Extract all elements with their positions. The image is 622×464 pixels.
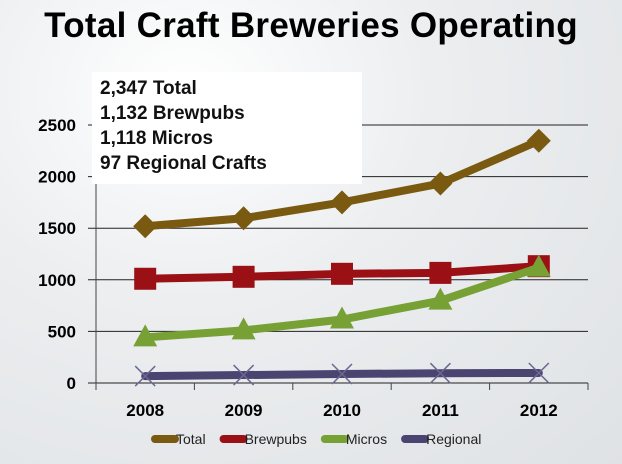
y-tick-label: 1000 bbox=[38, 271, 76, 290]
marker-regional bbox=[331, 363, 353, 385]
summary-box: 2,347 Total 1,132 Brewpubs 1,118 Micros … bbox=[92, 72, 362, 184]
y-tick-label: 500 bbox=[48, 322, 76, 341]
marker-regional bbox=[134, 365, 156, 387]
marker-micros bbox=[330, 306, 354, 329]
marker-total bbox=[133, 214, 158, 239]
marker-total bbox=[330, 190, 354, 215]
marker-regional bbox=[233, 364, 255, 386]
marker-total bbox=[231, 206, 256, 231]
y-tick-label: 2000 bbox=[38, 168, 76, 187]
x-tick-label: 2008 bbox=[126, 401, 164, 420]
marker-micros bbox=[133, 324, 158, 347]
marker-brewpubs bbox=[429, 261, 452, 284]
marker-micros bbox=[526, 254, 551, 277]
summary-micros: 1,118 Micros bbox=[100, 128, 214, 149]
x-tick-label: 2012 bbox=[520, 401, 558, 420]
marker-brewpubs bbox=[331, 262, 353, 285]
marker-micros bbox=[231, 317, 256, 340]
y-tick-label: 1500 bbox=[38, 219, 76, 238]
legend-label-micros: Micros bbox=[346, 431, 387, 447]
summary-regional: 97 Regional Crafts bbox=[100, 153, 267, 174]
marker-brewpubs bbox=[134, 267, 157, 290]
summary-brewpubs: 1,132 Brewpubs bbox=[100, 103, 245, 124]
legend-label-brewpubs: Brewpubs bbox=[245, 431, 307, 447]
marker-micros bbox=[428, 287, 453, 310]
summary-total: 2,347 Total bbox=[100, 78, 197, 99]
marker-total bbox=[526, 128, 551, 153]
chart-title: Total Craft Breweries Operating bbox=[44, 6, 578, 45]
y-tick-label: 0 bbox=[67, 374, 76, 393]
marker-regional bbox=[528, 362, 550, 384]
y-tick-label: 2500 bbox=[38, 116, 76, 135]
x-tick-label: 2011 bbox=[422, 401, 459, 420]
legend-label-total: Total bbox=[176, 431, 206, 447]
marker-brewpubs bbox=[232, 265, 255, 288]
marker-regional bbox=[429, 362, 451, 384]
x-tick-label: 2010 bbox=[323, 401, 361, 420]
x-tick-label: 2009 bbox=[225, 401, 263, 420]
legend-label-regional: Regional bbox=[426, 431, 481, 447]
marker-total bbox=[428, 171, 453, 196]
